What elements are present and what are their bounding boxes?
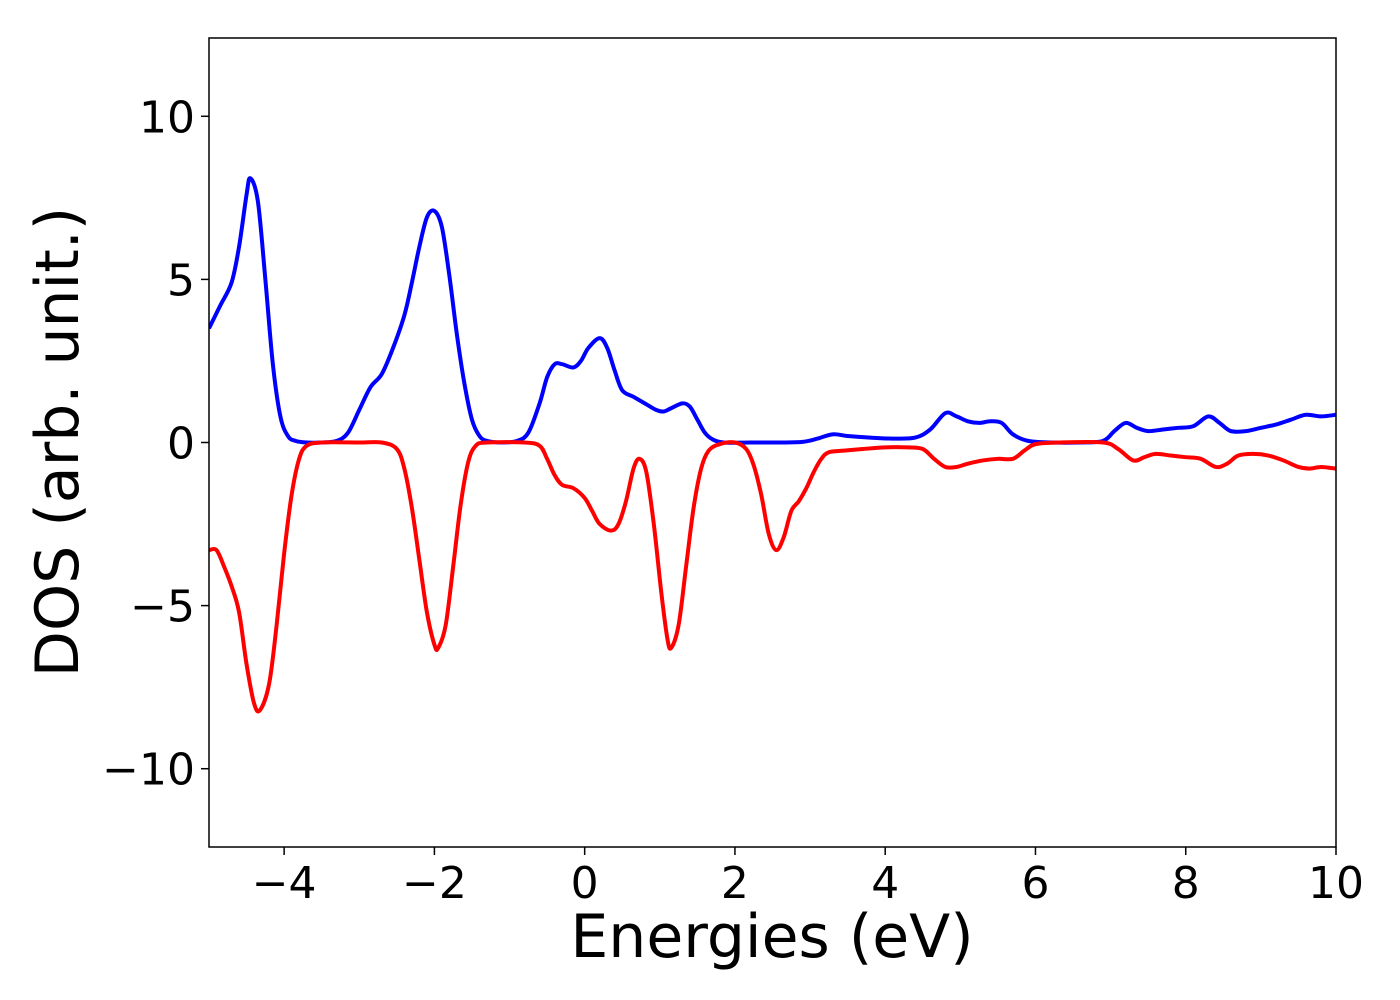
y-tick-label: −10 [102, 745, 195, 796]
y-axis-title: DOS (arb. unit.) [23, 207, 93, 677]
x-tick-label: 6 [1021, 858, 1049, 909]
x-tick-label: −2 [402, 858, 467, 909]
x-axis-title: Energies (eV) [570, 902, 973, 972]
series-line-2 [209, 439, 1336, 714]
y-tick-label: 0 [167, 419, 195, 470]
y-tick-label: −5 [130, 582, 195, 633]
x-tick-label: 8 [1172, 858, 1200, 909]
x-tick-label: 0 [571, 858, 599, 909]
series-layer [209, 176, 1336, 714]
y-tick-label: 10 [139, 92, 195, 143]
x-tick-label: 10 [1308, 858, 1364, 909]
x-axis: −4 −2 0 2 4 6 8 10 [252, 847, 1364, 909]
y-axis: −10 −5 0 5 10 [102, 92, 209, 796]
x-tick-label: 4 [871, 858, 899, 909]
x-tick-label: −4 [252, 858, 317, 909]
y-tick-label: 5 [167, 255, 195, 306]
x-tick-label: 2 [721, 858, 749, 909]
series-line-1 [209, 176, 1336, 445]
